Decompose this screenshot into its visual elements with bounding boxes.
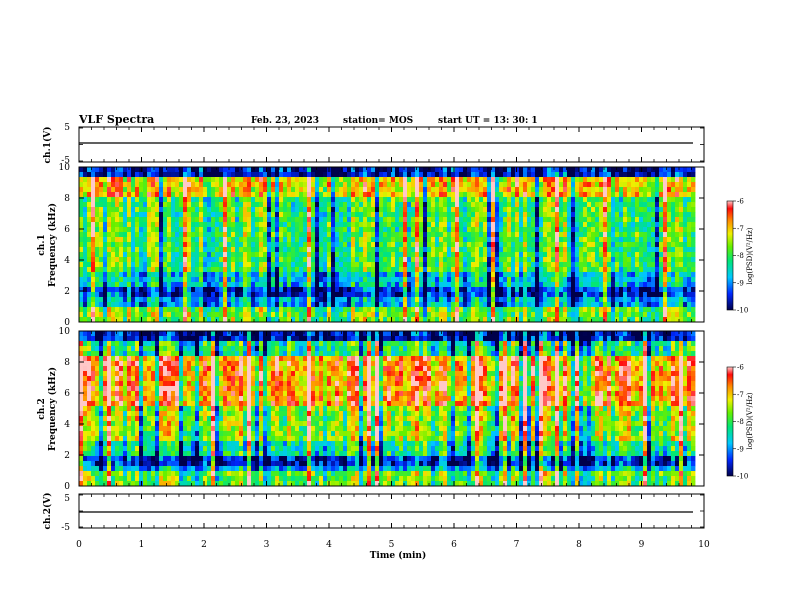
ch1-ytick-bottom: -5 bbox=[61, 156, 70, 166]
ch1-spec-ytick-4: 4 bbox=[64, 256, 70, 266]
ch2-spectrogram-image bbox=[79, 331, 704, 487]
ch1-colorbar-tick--6: -6 bbox=[737, 198, 744, 206]
x-tick-label-3: 3 bbox=[264, 540, 270, 550]
x-tick-label-2: 2 bbox=[201, 540, 207, 550]
start-time-label: start UT = 13: 30: 1 bbox=[438, 116, 538, 126]
ch1-colorbar-tick--10: -10 bbox=[737, 307, 748, 315]
x-tick-label-10: 10 bbox=[698, 540, 710, 550]
x-tick-label-5: 5 bbox=[389, 540, 395, 550]
ch2-colorbar-tick--6: -6 bbox=[737, 364, 744, 372]
ch2-colorbar bbox=[726, 366, 734, 477]
figure-title: VLF Spectra bbox=[78, 113, 154, 126]
date-label: Feb. 23, 2023 bbox=[251, 116, 319, 126]
x-tick-label-0: 0 bbox=[76, 540, 82, 550]
x-tick-label-8: 8 bbox=[576, 540, 582, 550]
x-tick-label-6: 6 bbox=[451, 540, 457, 550]
ch1-spec-ytick-2: 2 bbox=[64, 287, 70, 297]
ch2-spec-ytick-6: 6 bbox=[64, 389, 70, 399]
ch2-spectrogram-panel: 0 2 4 6 8 10 ch.2 Frequency (kHz) -6 -7 -8 -9 -10… bbox=[37, 327, 754, 492]
x-tick-label-1: 1 bbox=[139, 540, 145, 550]
ch1-spec-ytick-0: 0 bbox=[64, 318, 70, 328]
ch1-colorbar-tick--8: -8 bbox=[737, 252, 744, 260]
x-tick-label-7: 7 bbox=[514, 540, 520, 550]
ch2-spec-ylabel-line1: ch.2 bbox=[37, 398, 47, 419]
ch2-spec-ylabel-line2: Frequency (kHz) bbox=[47, 367, 58, 451]
x-tick-label-9: 9 bbox=[639, 540, 645, 550]
ch2-colorbar-tick--10: -10 bbox=[737, 473, 748, 481]
ch1-spectrogram-panel: 0 2 4 6 8 10 ch.1 Frequency (kHz) -6 -7 -8 -9 -10… bbox=[37, 163, 754, 328]
ch1-spec-ylabel-line1: ch.1 bbox=[37, 234, 47, 255]
ch2-waveform-panel: 5 -5 ch.2(V) bbox=[42, 493, 705, 533]
ch2-spec-ytick-2: 2 bbox=[64, 451, 70, 461]
ch1-spec-ytick-6: 6 bbox=[64, 225, 70, 235]
ch1-colorbar-tick--7: -7 bbox=[737, 225, 744, 233]
x-axis: 0 1 2 3 4 5 6 7 8 9 10 bbox=[76, 127, 710, 550]
ch2-colorbar-tick--8: -8 bbox=[737, 418, 744, 426]
station-label: station= MOS bbox=[343, 116, 413, 126]
ch1-spectrogram-image bbox=[79, 167, 704, 323]
ch2-ytick-bottom: -5 bbox=[61, 523, 70, 533]
ch2-colorbar-label: log(PSD)(V²/Hz) bbox=[746, 392, 754, 449]
x-tick-label-4: 4 bbox=[326, 540, 332, 550]
ch1-spec-ytick-10: 10 bbox=[59, 163, 71, 173]
ch2-spec-ytick-4: 4 bbox=[64, 420, 70, 430]
ch1-colorbar bbox=[726, 200, 734, 311]
ch1-waveform-panel: 5 -5 ch.1(V) bbox=[42, 123, 705, 166]
ch2-spec-ytick-10: 10 bbox=[59, 327, 71, 337]
ch2-ytick-top: 5 bbox=[64, 494, 70, 504]
ch2-spec-ytick-8: 8 bbox=[64, 358, 70, 368]
ch2-waveform-ylabel: ch.2(V) bbox=[42, 493, 53, 530]
ch2-colorbar-tick--7: -7 bbox=[737, 391, 744, 399]
x-axis-label: Time (min) bbox=[370, 550, 427, 561]
ch1-spec-ytick-8: 8 bbox=[64, 194, 70, 204]
ch1-waveform-ylabel: ch.1(V) bbox=[42, 127, 53, 164]
ch1-colorbar-tick--9: -9 bbox=[737, 279, 744, 287]
ch2-colorbar-tick--9: -9 bbox=[737, 445, 744, 453]
ch2-spec-ytick-0: 0 bbox=[64, 482, 70, 492]
ch1-ytick-top: 5 bbox=[64, 123, 70, 133]
ch1-colorbar-label: log(PSD)(V²/Hz) bbox=[746, 227, 754, 284]
ch1-spec-ylabel-line2: Frequency (kHz) bbox=[47, 203, 58, 287]
